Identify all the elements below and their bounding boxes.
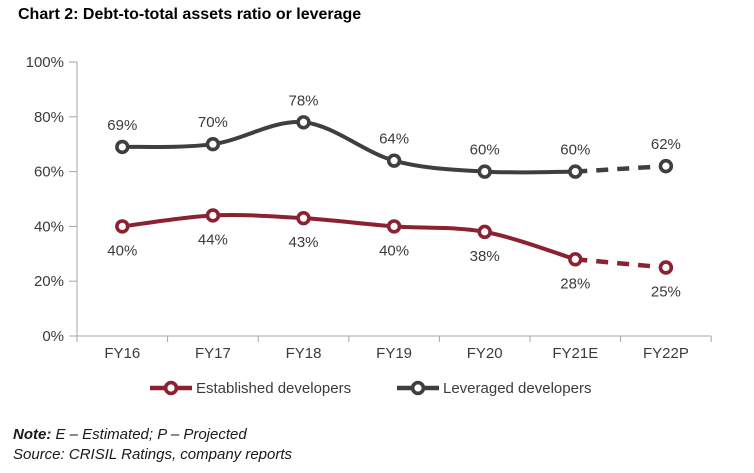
y-tick-label: 40%	[34, 218, 64, 235]
data-point-marker-leveraged-developers	[115, 139, 130, 155]
data-label-leveraged-developers: 64%	[379, 131, 409, 148]
series-dashed-line-established-developers	[575, 257, 667, 270]
x-tick-label: FY16	[104, 345, 140, 362]
data-point-marker-leveraged-developers	[296, 115, 311, 130]
series-line-leveraged-developers	[120, 120, 578, 175]
x-tick-label: FY22P	[643, 345, 689, 362]
data-label-leveraged-developers: 70%	[198, 114, 228, 131]
data-point-marker-leveraged-developers	[386, 153, 402, 168]
note-line: Note: E – Estimated; P – Projected	[13, 425, 292, 445]
y-tick-label: 100%	[26, 54, 64, 71]
data-label-established-developers: 44%	[198, 231, 228, 248]
chart-title: Chart 2: Debt-to-total assets ratio or l…	[18, 6, 362, 23]
legend-label: Established developers	[196, 380, 351, 397]
y-tick-label: 80%	[34, 109, 64, 126]
data-point-marker-established-developers	[658, 260, 674, 275]
data-label-established-developers: 38%	[470, 248, 500, 265]
data-label-established-developers: 40%	[107, 242, 137, 259]
y-tick-label: 0%	[42, 328, 64, 345]
data-label-leveraged-developers: 60%	[560, 142, 590, 159]
legend-label: Leveraged developers	[443, 380, 591, 397]
y-tick-label: 20%	[34, 273, 64, 290]
note-text: E – Estimated; P – Projected	[51, 426, 247, 443]
x-tick-label: FY19	[376, 345, 412, 362]
line-chart: 0% 20% 40% 60% 80% 100% FY16 FY17 FY18 FY19 FY20 FY…	[26, 54, 712, 397]
data-point-marker-established-developers	[568, 252, 583, 267]
legend-item-established-developers: Established developers	[150, 380, 351, 397]
x-tick-label: FY18	[286, 345, 322, 362]
data-label-established-developers: 28%	[560, 275, 590, 292]
data-label-leveraged-developers: 78%	[288, 92, 318, 109]
legend-marker-icon	[163, 380, 179, 396]
data-point-marker-established-developers	[477, 224, 492, 240]
series-dashed-line-leveraged-developers	[575, 163, 667, 174]
data-point-marker-established-developers	[205, 208, 221, 223]
data-label-leveraged-developers: 60%	[470, 142, 500, 159]
data-point-marker-leveraged-developers	[658, 158, 674, 174]
data-label-leveraged-developers: 62%	[651, 136, 681, 153]
x-tick-label: FY21E	[552, 345, 598, 362]
x-tick-label: FY20	[467, 345, 503, 362]
data-point-marker-established-developers	[115, 219, 130, 234]
x-tick-label: FY17	[195, 345, 231, 362]
data-point-marker-established-developers	[386, 219, 402, 234]
chart-notes: Note: E – Estimated; P – Projected Sourc…	[13, 425, 292, 465]
source-line: Source: CRISIL Ratings, company reports	[13, 446, 293, 463]
series-line-established-developers	[120, 213, 578, 262]
y-tick-label: 60%	[34, 164, 64, 181]
data-point-marker-leveraged-developers	[205, 137, 221, 152]
data-label-established-developers: 40%	[379, 242, 409, 259]
data-label-established-developers: 43%	[288, 234, 318, 251]
note-label: Note:	[13, 426, 52, 443]
data-point-marker-leveraged-developers	[477, 164, 492, 179]
data-point-marker-leveraged-developers	[568, 164, 583, 179]
data-label-established-developers: 25%	[651, 284, 681, 301]
legend-item-leveraged-developers: Leveraged developers	[397, 380, 591, 397]
data-label-leveraged-developers: 69%	[107, 117, 137, 134]
legend-marker-icon	[410, 380, 426, 396]
data-point-marker-established-developers	[296, 210, 311, 226]
